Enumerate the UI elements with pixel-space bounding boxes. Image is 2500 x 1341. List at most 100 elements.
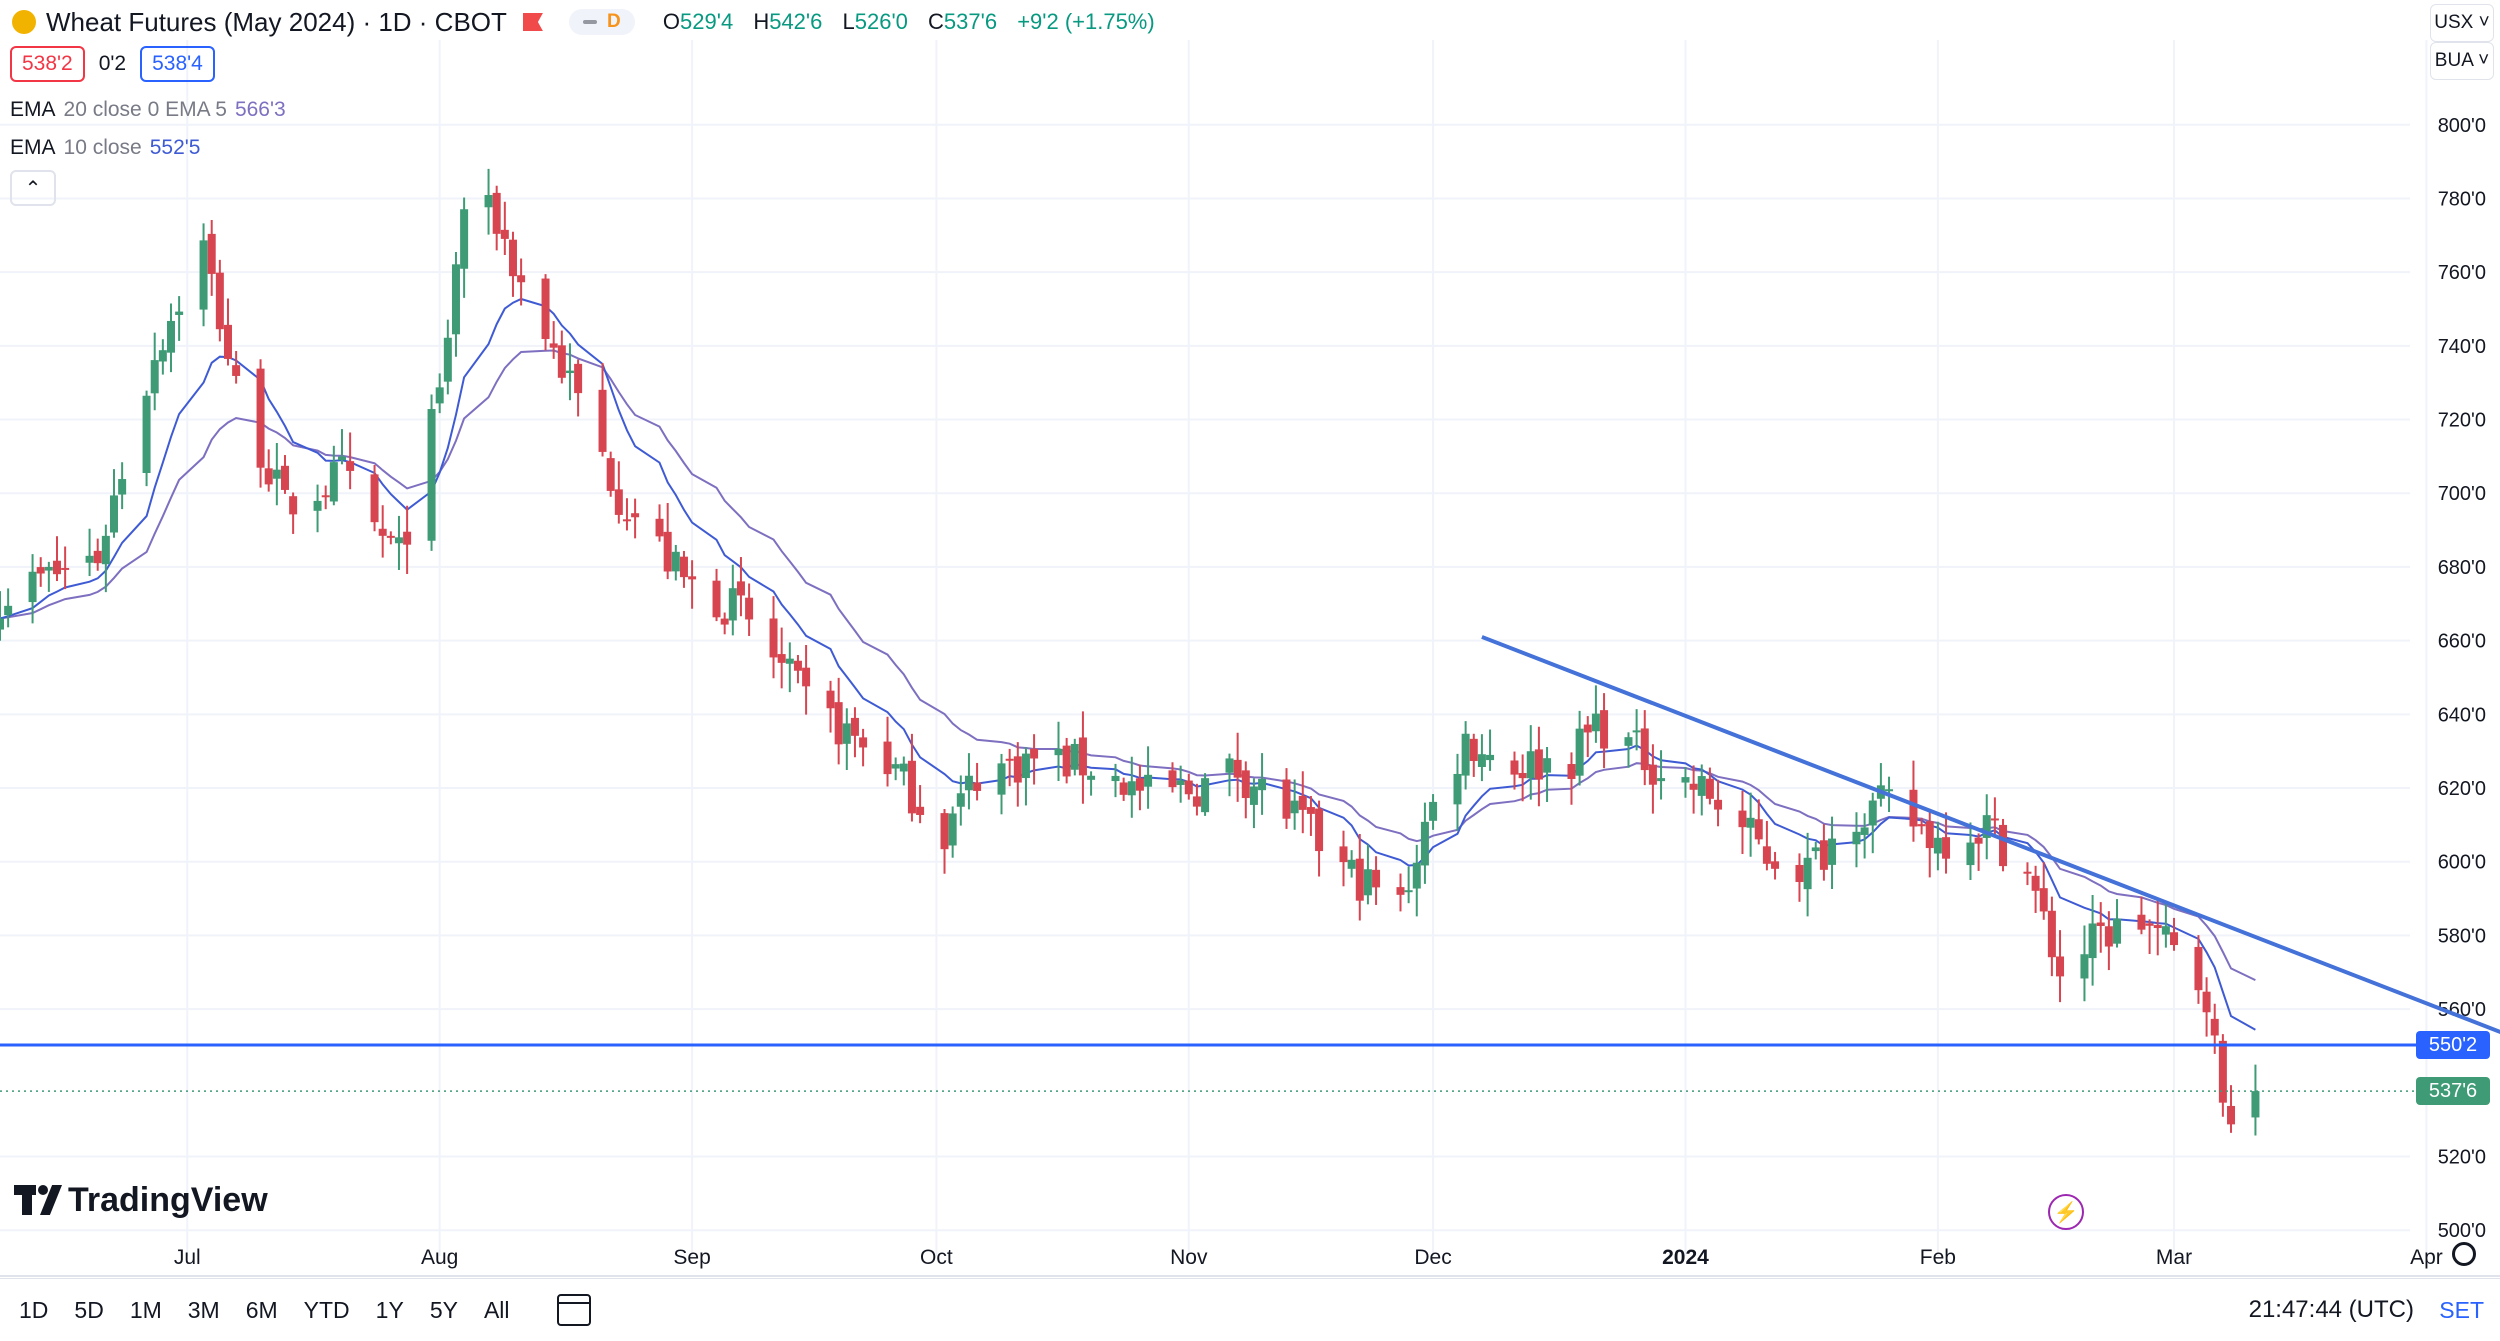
candle-body (1982, 815, 1991, 838)
candle-body (346, 461, 355, 471)
candle-body (1420, 821, 1429, 866)
candle-body (223, 324, 232, 359)
high-label: H (753, 9, 770, 34)
candle-body (1282, 779, 1291, 819)
candle-body (93, 550, 102, 564)
flash-icon[interactable]: ⚡ (2048, 1194, 2084, 1230)
clock-display[interactable]: 21:47:44 (UTC) (2248, 1296, 2414, 1323)
data-mode-pill[interactable]: D (568, 9, 635, 35)
candle-body (1868, 800, 1877, 826)
calendar-icon[interactable] (556, 1294, 591, 1326)
candle-body (207, 233, 216, 274)
sell-price-button[interactable]: 538'2 (10, 46, 85, 82)
candle-body (940, 813, 949, 850)
candle-body (1404, 890, 1413, 893)
range-all-button[interactable]: All (483, 1296, 510, 1323)
indicator-ema-20[interactable]: EMA 20 close 0 EMA 5 566'3 (10, 98, 286, 122)
symbol-title[interactable]: Wheat Futures (May 2024) · 1D · CBOT (46, 6, 507, 37)
y-tick-label: 720'0 (2438, 410, 2486, 432)
candle-body (622, 519, 631, 522)
candle-body (1184, 780, 1193, 795)
candle-body (826, 690, 835, 709)
candle-body (1526, 751, 1535, 779)
candle-body (150, 360, 159, 394)
range-5d-button[interactable]: 5D (74, 1296, 104, 1323)
candle-body (1925, 821, 1934, 849)
candle-body (850, 717, 859, 736)
indicator-value: 566'3 (234, 98, 286, 121)
range-5y-button[interactable]: 5Y (429, 1296, 458, 1323)
range-1y-button[interactable]: 1Y (375, 1296, 404, 1323)
ema-10-line (0, 297, 2256, 1031)
candle-body (777, 654, 786, 663)
ohlc-readout: O529'4 H542'6 L526'0 C537'6 +9'2 (+1.75%… (663, 9, 1169, 35)
x-tick-label: Oct (920, 1246, 953, 1269)
candle-body (1363, 869, 1372, 896)
dash-icon (583, 20, 598, 24)
candle-body (1697, 776, 1706, 796)
currency-select[interactable]: USX ˅ (2430, 4, 2494, 42)
buy-price-button[interactable]: 538'4 (140, 46, 215, 82)
collapse-indicators-button[interactable]: ⌃ (10, 170, 56, 206)
candle-body (1942, 837, 1951, 859)
candle-body (435, 387, 444, 404)
candle-body (2039, 888, 2048, 912)
candle-body (0, 618, 4, 630)
y-tick-label: 700'0 (2438, 483, 2486, 505)
candle-body (2153, 925, 2162, 929)
range-1m-button[interactable]: 1M (129, 1296, 162, 1323)
candle-body (329, 462, 338, 502)
chevron-up-icon: ⌃ (24, 177, 42, 200)
candle-body (1909, 789, 1918, 827)
candle-body (541, 278, 550, 340)
candle-body (728, 588, 737, 621)
candle-body (1453, 773, 1462, 805)
candle-body (1290, 800, 1299, 814)
flag-icon[interactable] (522, 13, 543, 31)
candle-body (313, 500, 322, 511)
candle-body (1543, 758, 1552, 773)
candle-body (1233, 759, 1242, 778)
tradingview-watermark[interactable]: TradingView (14, 1180, 268, 1220)
candle-body (517, 275, 526, 283)
range-1d-button[interactable]: 1D (19, 1296, 49, 1323)
y-tick-label: 800'0 (2438, 115, 2486, 137)
candle-body (964, 775, 973, 791)
range-ytd-button[interactable]: YTD (303, 1296, 350, 1323)
candle-body (2047, 910, 2056, 958)
range-6m-button[interactable]: 6M (245, 1296, 278, 1323)
candle-body (2251, 1091, 2260, 1118)
candle-body (1144, 774, 1153, 787)
x-tick-label: Aug (421, 1246, 458, 1269)
hline-price-badge: 550'2 (2416, 1031, 2490, 1060)
gear-icon[interactable] (2452, 1242, 2476, 1266)
candle-body (1632, 730, 1641, 733)
candle-body (785, 658, 794, 664)
candle-body (2096, 922, 2105, 926)
candle-body (679, 556, 688, 578)
x-tick-label: Feb (1920, 1246, 1956, 1269)
candle-body (907, 760, 916, 814)
candle-body (1591, 713, 1600, 732)
candle-body (2088, 923, 2097, 959)
indicator-ema-10[interactable]: EMA 10 close 552'5 (10, 136, 200, 160)
candle-body (1974, 837, 1983, 844)
candle-body (289, 496, 298, 515)
candle-body (802, 667, 811, 687)
x-tick-label: Jul (174, 1246, 201, 1269)
candle-body (891, 764, 900, 769)
settings-link[interactable]: SET (2439, 1296, 2484, 1323)
range-3m-button[interactable]: 3M (187, 1296, 220, 1323)
candle-body (2023, 871, 2032, 874)
unit-select[interactable]: BUA ˅ (2430, 42, 2494, 80)
candle-body (61, 567, 70, 570)
candle-body (378, 528, 387, 536)
candle-body (2113, 918, 2122, 944)
ema-20-line (0, 349, 2256, 982)
candle-body (394, 537, 403, 544)
candle-body (614, 489, 623, 515)
candle-body (1714, 799, 1723, 810)
candle-body (370, 474, 379, 523)
candle-body (443, 337, 452, 382)
